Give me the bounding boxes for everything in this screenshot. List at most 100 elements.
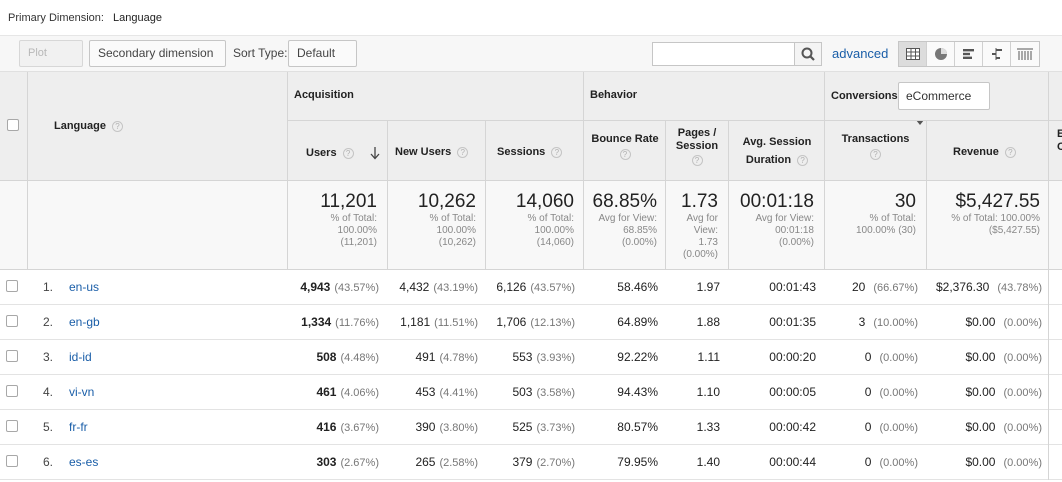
table-toolbar: Plot Rows Secondary dimension Sort Type:… (0, 35, 1062, 84)
bounce-rate-cell: 64.89% (617, 315, 658, 329)
new-users-value: 4,432 (399, 280, 430, 294)
total-bounce-rate-note-2: 68.85% (623, 225, 657, 236)
total-users-note-3: (11,201) (340, 237, 377, 248)
language-column-header[interactable]: Language? (54, 120, 123, 132)
table-row: 1. en-us 4,943 (43.57%) 4,432 (43.19%) 6,1… (0, 270, 1062, 305)
sessions-percent: (3.93%) (536, 352, 575, 364)
total-new-users-note-3: (10,262) (438, 237, 476, 248)
sessions-cell: 553 (3.93%) (488, 350, 575, 364)
help-icon[interactable]: ? (457, 146, 469, 158)
truncated-column-header[interactable]: E C (1057, 128, 1062, 154)
secondary-dimension-dropdown[interactable]: Secondary dimension (89, 40, 226, 82)
transactions-value: 0 (864, 420, 872, 434)
behavior-group-header: Behavior (590, 89, 638, 101)
conversions-goal-dropdown[interactable]: eCommerce (898, 82, 990, 126)
help-icon[interactable]: ? (111, 120, 123, 132)
users-column-header[interactable]: Users? (306, 146, 381, 160)
transactions-value: 3 (858, 315, 866, 329)
row-checkbox[interactable] (6, 420, 18, 432)
language-link[interactable]: en-gb (69, 315, 100, 329)
bounce-rate-column-header[interactable]: Bounce Rate ? (584, 133, 666, 160)
row-checkbox[interactable] (6, 315, 18, 327)
new-users-column-header[interactable]: New Users? (395, 146, 469, 158)
sessions-percent: (3.73%) (536, 422, 575, 434)
revenue-column-header[interactable]: Revenue? (953, 146, 1016, 158)
total-new-users-note-1: % of Total: (429, 213, 476, 224)
totals-row: 11,201 % of Total: 100.00% (11,201) 10,2… (0, 180, 1062, 271)
primary-dimension-value[interactable]: Language (113, 12, 162, 24)
transactions-cell: 0 (0.00%) (827, 455, 918, 469)
sessions-value: 379 (512, 455, 533, 469)
comparison-view-button[interactable] (983, 42, 1011, 66)
help-icon[interactable]: ? (619, 149, 631, 160)
pages-session-header-line1: Pages / (677, 127, 717, 139)
revenue-value: $0.00 (965, 455, 996, 469)
row-checkbox[interactable] (6, 280, 18, 292)
sessions-column-header[interactable]: Sessions? (497, 146, 563, 158)
users-value: 461 (316, 385, 337, 399)
language-link[interactable]: vi-vn (69, 385, 95, 399)
users-percent: (4.48%) (340, 352, 379, 364)
table-view-button[interactable] (899, 42, 927, 66)
sort-type-dropdown[interactable]: Default (288, 40, 357, 82)
avg-session-duration-column-header[interactable]: Avg. Session Duration? (729, 133, 825, 169)
avg-session-header-line1: Avg. Session (742, 136, 812, 148)
revenue-cell: $0.00 (0.00%) (929, 315, 1042, 329)
sessions-header-label: Sessions (497, 146, 546, 158)
transactions-column-header[interactable]: Transactions ? (825, 133, 926, 160)
total-new-users-note-2: 100.00% (436, 225, 476, 236)
sessions-cell: 525 (3.73%) (488, 420, 575, 434)
language-link[interactable]: es-es (69, 455, 99, 469)
total-avg-session-note-2: 00:01:18 (775, 225, 814, 236)
total-revenue-note-1: % of Total: 100.00% (951, 213, 1040, 224)
table-header: Language? Acquisition Behavior Conversio… (0, 72, 1062, 180)
transactions-value: 20 (852, 280, 866, 294)
total-new-users: 10,262 % of Total: 100.00% (10,262) (390, 191, 476, 249)
total-bounce-rate-value: 68.85% (592, 191, 657, 212)
performance-view-button[interactable] (955, 42, 983, 66)
pie-view-button[interactable] (927, 42, 955, 66)
users-header-label: Users (306, 146, 337, 159)
row-checkbox[interactable] (6, 350, 18, 362)
avg-session-duration-cell: 00:01:35 (769, 315, 816, 329)
transactions-percent: (10.00%) (873, 317, 918, 329)
revenue-percent: (0.00%) (1003, 387, 1042, 399)
transactions-cell: 0 (0.00%) (827, 385, 918, 399)
bounce-rate-cell: 79.95% (617, 455, 658, 469)
row-checkbox[interactable] (6, 385, 18, 397)
search-input[interactable] (653, 43, 793, 65)
truncated-header-line2: C (1057, 141, 1062, 153)
help-icon[interactable]: ? (870, 149, 881, 160)
col-divider (583, 72, 584, 180)
users-cell: 4,943 (43.57%) (290, 280, 379, 294)
col-divider (287, 181, 288, 271)
sessions-cell: 379 (2.70%) (488, 455, 575, 469)
total-users-note-1: % of Total: (330, 213, 377, 224)
pivot-view-icon (1017, 48, 1033, 60)
help-icon[interactable]: ? (1004, 146, 1016, 158)
row-checkbox[interactable] (6, 455, 18, 467)
chevron-down-icon (916, 120, 924, 126)
plot-rows-button[interactable]: Plot Rows (19, 40, 83, 84)
new-users-cell: 1,181 (11.51%) (390, 315, 478, 329)
revenue-percent: (0.00%) (1003, 352, 1042, 364)
help-icon[interactable]: ? (691, 155, 703, 166)
users-cell: 416 (3.67%) (290, 420, 379, 434)
advanced-filter-link[interactable]: advanced (832, 46, 889, 61)
pages-per-session-column-header[interactable]: Pages / Session ? (666, 127, 728, 166)
language-link[interactable]: en-us (69, 280, 100, 294)
pivot-view-button[interactable] (1011, 42, 1039, 66)
language-link[interactable]: fr-fr (69, 420, 88, 434)
search-button[interactable] (794, 43, 821, 65)
help-icon[interactable]: ? (551, 146, 563, 158)
acquisition-group-header: Acquisition (294, 89, 354, 101)
select-all-checkbox[interactable] (7, 119, 19, 131)
pages-per-session-cell: 1.88 (696, 315, 720, 329)
language-link[interactable]: id-id (69, 350, 92, 364)
help-icon[interactable]: ? (342, 147, 354, 159)
revenue-value: $0.00 (965, 315, 996, 329)
transactions-value: 0 (864, 385, 872, 399)
help-icon[interactable]: ? (797, 154, 809, 166)
total-pages-per-session: 1.73 Avg for View: 1.73 (0.00%) (668, 191, 718, 261)
view-switcher (898, 41, 1040, 67)
